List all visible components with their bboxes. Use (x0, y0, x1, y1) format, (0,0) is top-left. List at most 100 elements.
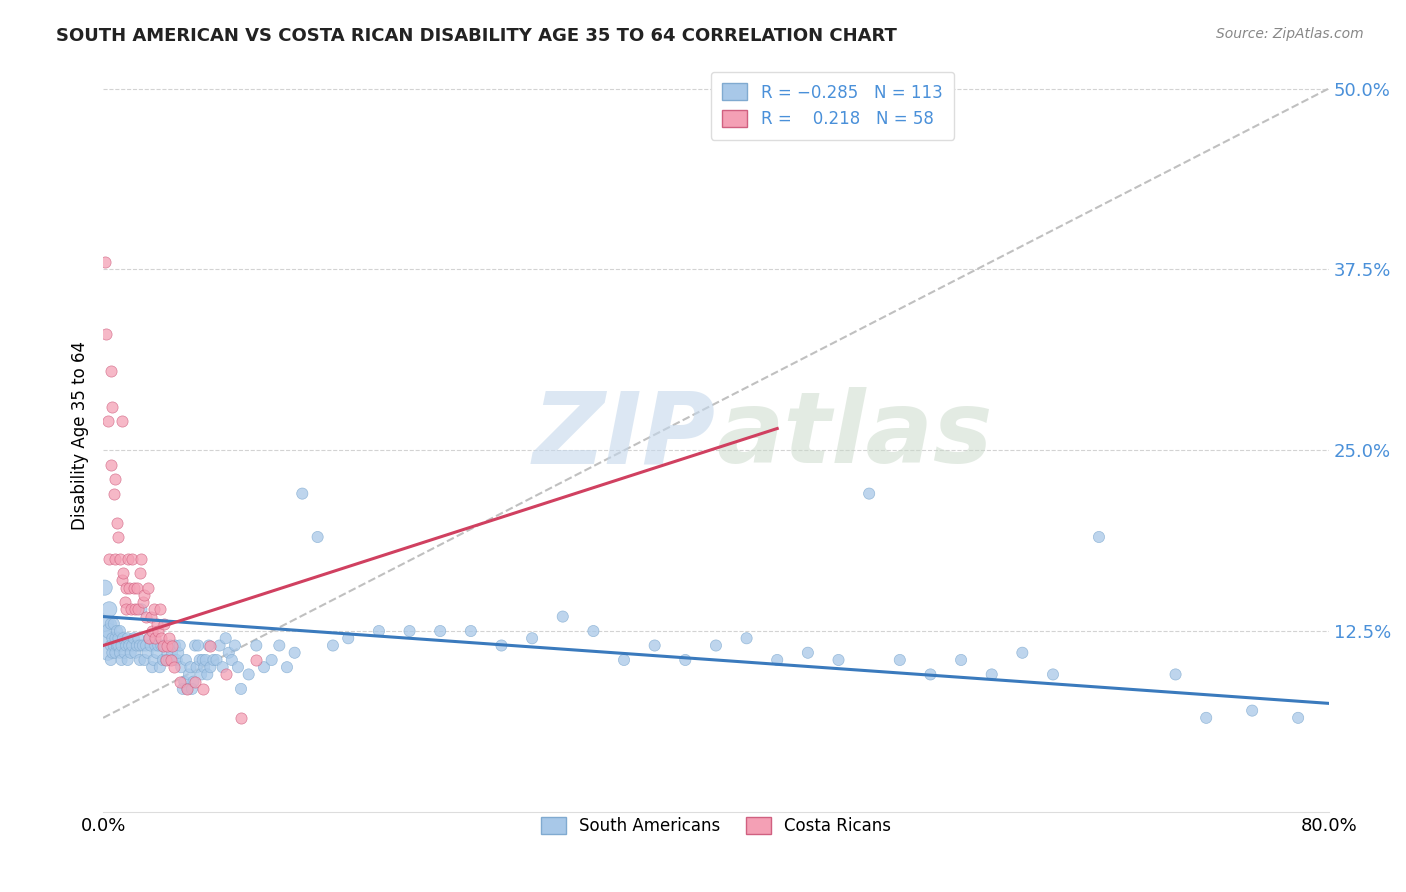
Point (96, 327, 118, 342)
Point (117, 632, 139, 646)
Point (184, 639, 207, 653)
Point (245, 639, 267, 653)
Point (104, 551, 127, 566)
Point (105, 516, 128, 530)
Point (104, 646, 127, 660)
Point (139, 609, 162, 624)
Point (191, 653, 214, 667)
Point (229, 681, 252, 696)
Point (150, 632, 173, 646)
Point (114, 646, 136, 660)
Point (135, 639, 157, 653)
Point (96, 616, 118, 631)
Point (176, 681, 198, 696)
Point (110, 653, 132, 667)
Point (367, 624, 389, 638)
Point (211, 660, 233, 674)
Point (131, 551, 153, 566)
Point (152, 639, 174, 653)
Point (167, 646, 190, 660)
Point (141, 660, 163, 674)
Point (112, 632, 135, 646)
Point (93, 255, 115, 269)
Point (150, 639, 173, 653)
Point (108, 624, 131, 638)
Point (107, 530, 129, 544)
Point (1241, 704, 1264, 718)
Point (398, 624, 420, 638)
Point (134, 588, 156, 602)
Point (104, 472, 127, 486)
Point (105, 624, 128, 638)
Point (735, 632, 758, 646)
Point (131, 602, 153, 616)
Point (120, 646, 142, 660)
Point (245, 653, 267, 667)
Point (613, 653, 636, 667)
Point (101, 400, 124, 414)
Point (148, 624, 170, 638)
Point (1164, 667, 1187, 681)
Point (108, 551, 131, 566)
Point (322, 639, 344, 653)
Point (127, 602, 149, 616)
Point (125, 581, 148, 595)
Point (142, 602, 165, 616)
Point (143, 639, 166, 653)
Point (184, 674, 207, 689)
Point (215, 632, 238, 646)
Point (159, 639, 181, 653)
Point (135, 609, 157, 624)
Point (115, 581, 138, 595)
Point (162, 660, 184, 674)
Point (183, 674, 205, 689)
Point (103, 486, 125, 500)
Text: atlas: atlas (716, 387, 993, 484)
Point (156, 646, 179, 660)
Point (980, 667, 1002, 681)
Point (148, 639, 170, 653)
Point (101, 646, 124, 660)
Point (162, 653, 184, 667)
Point (100, 458, 122, 472)
Point (191, 681, 214, 696)
Point (165, 639, 187, 653)
Legend: South Americans, Costa Ricans: South Americans, Costa Ricans (531, 806, 901, 845)
Point (136, 581, 159, 595)
Point (156, 639, 179, 653)
Point (797, 646, 820, 660)
Point (101, 632, 124, 646)
Point (107, 632, 129, 646)
Point (129, 639, 152, 653)
Point (950, 653, 973, 667)
Point (704, 639, 727, 653)
Point (149, 660, 172, 674)
Point (105, 639, 128, 653)
Point (155, 653, 177, 667)
Point (149, 602, 172, 616)
Point (238, 667, 260, 681)
Y-axis label: Disability Age 35 to 64: Disability Age 35 to 64 (72, 342, 89, 530)
Point (520, 632, 543, 646)
Point (673, 653, 696, 667)
Point (221, 653, 243, 667)
Point (121, 551, 143, 566)
Point (125, 639, 148, 653)
Point (179, 660, 201, 674)
Point (551, 609, 574, 624)
Point (291, 486, 314, 500)
Point (226, 660, 249, 674)
Point (190, 667, 212, 681)
Point (108, 646, 131, 660)
Point (229, 711, 252, 725)
Point (132, 639, 155, 653)
Point (1195, 711, 1218, 725)
Text: Source: ZipAtlas.com: Source: ZipAtlas.com (1216, 27, 1364, 41)
Point (208, 639, 231, 653)
Point (858, 486, 880, 500)
Point (103, 639, 125, 653)
Point (170, 660, 193, 674)
Point (129, 566, 152, 581)
Point (276, 660, 298, 674)
Point (429, 624, 451, 638)
